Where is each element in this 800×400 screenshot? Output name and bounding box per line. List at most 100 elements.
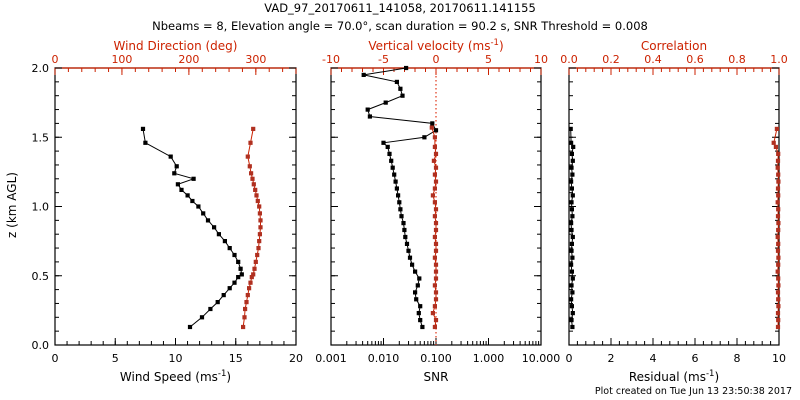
data-point xyxy=(570,214,575,219)
data-point xyxy=(185,193,190,198)
top-tick-label: 0.0 xyxy=(560,53,578,66)
data-point xyxy=(432,135,437,140)
data-point xyxy=(257,211,262,216)
data-point xyxy=(413,290,418,295)
data-point xyxy=(245,154,250,159)
data-point xyxy=(433,151,439,156)
top-tick-label: 0 xyxy=(433,53,440,66)
data-point xyxy=(241,324,246,330)
bottom-tick-label: 10.000 xyxy=(522,352,561,365)
bottom-tick-label: 0.001 xyxy=(315,352,347,365)
series-line xyxy=(142,128,243,328)
data-point xyxy=(432,172,437,177)
data-point xyxy=(250,176,255,181)
svg-text:Residual (ms-1): Residual (ms-1) xyxy=(629,369,719,384)
data-point xyxy=(433,128,439,133)
data-point xyxy=(258,218,263,223)
data-point xyxy=(569,241,574,246)
data-point xyxy=(191,176,196,181)
data-point xyxy=(205,218,211,223)
series-wind-speed xyxy=(140,126,244,330)
data-point xyxy=(432,324,437,330)
data-point xyxy=(248,140,253,145)
data-point xyxy=(413,269,418,274)
data-point xyxy=(432,255,437,260)
y-tick-label: 1.5 xyxy=(32,131,50,144)
data-point xyxy=(247,164,252,169)
data-point xyxy=(776,283,781,288)
bottom-tick-label: 2 xyxy=(608,352,615,365)
data-point xyxy=(431,158,436,163)
data-point xyxy=(404,65,409,71)
data-point xyxy=(430,311,435,316)
data-point xyxy=(243,306,248,312)
data-point xyxy=(390,165,395,170)
data-point xyxy=(410,262,415,267)
data-point xyxy=(232,252,237,258)
data-point xyxy=(414,297,419,302)
data-point xyxy=(433,207,439,212)
data-point xyxy=(398,207,403,212)
data-point xyxy=(569,207,574,212)
data-point xyxy=(418,304,423,309)
data-point xyxy=(416,311,421,316)
data-point xyxy=(776,304,781,309)
data-point xyxy=(420,324,425,330)
data-point xyxy=(253,187,258,192)
data-point xyxy=(569,221,574,226)
data-point xyxy=(168,154,173,159)
data-point xyxy=(775,200,780,205)
data-point xyxy=(397,200,402,205)
bottom-tick-label: 0.010 xyxy=(368,352,400,365)
data-point xyxy=(394,79,399,84)
data-point xyxy=(383,100,388,105)
bottom-tick-label: 10 xyxy=(169,352,183,365)
top-tick-label: 0.4 xyxy=(644,53,662,66)
top-tick-label: 0.8 xyxy=(728,53,746,66)
data-point xyxy=(432,234,437,240)
data-point xyxy=(227,246,232,251)
data-point xyxy=(432,304,437,309)
data-point xyxy=(249,171,254,176)
data-point xyxy=(569,248,574,253)
data-point xyxy=(196,204,201,209)
data-point xyxy=(187,324,193,330)
data-point xyxy=(422,135,427,140)
data-point xyxy=(775,269,780,274)
data-point xyxy=(570,234,575,240)
series-wind-direction xyxy=(241,126,263,330)
data-point xyxy=(569,283,574,288)
data-point xyxy=(208,306,213,312)
data-point xyxy=(776,207,781,212)
residual-panel: 0 2 4 6 8 10 Residual (ms-1) 0.0 0.2 0.4 0.6 0.8 1.0… xyxy=(560,39,788,384)
svg-text:Wind Speed (ms-1): Wind Speed (ms-1) xyxy=(120,369,231,384)
series-snr xyxy=(361,65,439,330)
data-point xyxy=(406,248,411,253)
bottom-tick-label: 5 xyxy=(112,352,119,365)
data-point xyxy=(216,232,221,237)
bottom-tick-label: 0 xyxy=(566,352,573,365)
data-point xyxy=(417,276,422,281)
data-point xyxy=(570,172,575,177)
data-point xyxy=(418,318,423,323)
data-point xyxy=(776,151,781,156)
data-point xyxy=(433,318,439,323)
data-point xyxy=(570,193,575,198)
svg-text:Vertical velocity (ms-1): Vertical velocity (ms-1) xyxy=(368,38,503,53)
bottom-tick-label: 15 xyxy=(229,352,243,365)
data-point xyxy=(433,290,439,295)
data-point xyxy=(365,107,370,112)
data-point xyxy=(249,275,254,280)
data-point xyxy=(776,255,781,260)
data-point xyxy=(389,158,394,163)
data-point xyxy=(399,214,404,219)
data-point xyxy=(775,311,781,316)
data-point xyxy=(433,165,439,170)
data-point xyxy=(775,214,781,219)
data-point xyxy=(402,227,407,233)
data-point xyxy=(201,211,206,216)
data-point xyxy=(776,262,781,267)
data-point xyxy=(199,315,205,320)
data-point xyxy=(215,300,220,305)
data-point xyxy=(571,144,576,149)
